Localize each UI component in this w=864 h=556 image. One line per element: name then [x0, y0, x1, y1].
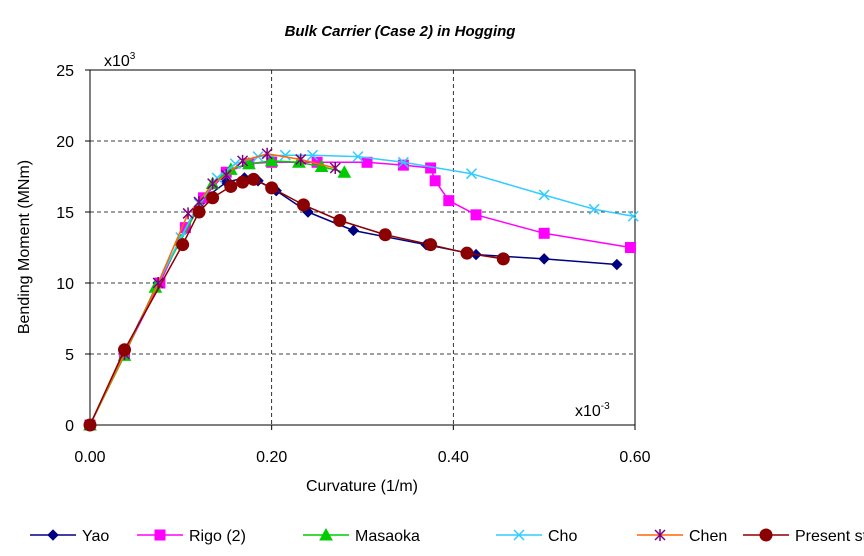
x-tick-label: 0.60	[619, 449, 650, 466]
series-line	[89, 154, 634, 426]
series-line	[89, 178, 504, 426]
x-axis-ticks: 0.00 0.20 0.40 0.60	[74, 425, 651, 466]
y-multiplier-exp: 3	[130, 51, 136, 62]
data-point	[429, 175, 441, 187]
legend-item: Present study	[743, 528, 864, 545]
data-point	[307, 149, 319, 161]
data-point	[295, 153, 307, 166]
data-point	[538, 189, 550, 201]
x-tick-label: 0.20	[256, 449, 287, 466]
y-multiplier-base: x10	[104, 53, 130, 70]
data-point	[265, 181, 279, 195]
data-point	[588, 203, 600, 215]
legend-label: Cho	[548, 528, 577, 545]
legend-marker	[154, 529, 166, 541]
y-multiplier-label: x103	[104, 51, 136, 70]
series-cho	[84, 149, 639, 431]
series-chen	[84, 147, 341, 431]
data-point	[337, 165, 352, 178]
chart-title: Bulk Carrier (Case 2) in Hogging	[285, 23, 516, 40]
data-point	[264, 153, 279, 167]
data-point	[261, 147, 273, 160]
y-tick-label: 0	[65, 418, 74, 435]
data-point	[397, 159, 409, 171]
legend-label: Masaoka	[355, 528, 420, 545]
legend-label: Yao	[82, 528, 109, 545]
y-axis-label: Bending Moment (MNm)	[16, 160, 33, 334]
x-tick-label: 0.00	[74, 449, 105, 466]
data-point	[347, 224, 360, 237]
data-point	[624, 242, 636, 253]
data-point	[229, 158, 241, 170]
data-point	[296, 198, 310, 212]
data-point	[538, 227, 550, 239]
data-point	[460, 246, 474, 260]
legend-label: Chen	[689, 528, 727, 545]
data-point	[152, 277, 164, 289]
y-tick-label: 25	[56, 63, 74, 80]
data-point	[496, 252, 510, 266]
data-point	[237, 154, 249, 167]
data-point	[333, 214, 347, 228]
plot-area	[89, 69, 636, 426]
series-layer	[83, 147, 639, 432]
data-point	[443, 195, 455, 207]
series-line	[89, 177, 617, 426]
data-point	[397, 156, 409, 168]
legend-item: Chen	[637, 528, 727, 545]
data-point	[627, 210, 639, 222]
y-tick-label: 20	[56, 134, 74, 151]
data-point	[220, 169, 232, 182]
data-point	[207, 177, 219, 190]
legend-item: Rigo (2)	[137, 528, 246, 545]
data-point	[176, 238, 190, 252]
x-axis-label: Curvature (1/m)	[306, 478, 418, 495]
data-point	[247, 172, 260, 186]
legend: Yao Rigo (2) Masaoka Cho Chen Present study	[30, 527, 864, 545]
data-point	[378, 228, 392, 242]
gridlines	[90, 70, 635, 425]
x-multiplier-label: x10-3	[575, 401, 610, 420]
data-point	[329, 161, 341, 174]
legend-item: Yao	[30, 528, 109, 545]
data-point	[224, 179, 238, 193]
data-point	[538, 253, 550, 265]
legend-marker	[759, 528, 773, 542]
y-axis-ticks: 0 5 10 15 20 25	[56, 63, 90, 435]
legend-item: Cho	[496, 528, 577, 545]
data-point	[211, 172, 223, 184]
data-point	[83, 418, 97, 432]
x-multiplier-exp: -3	[601, 401, 610, 412]
data-point	[279, 149, 291, 161]
legend-marker	[513, 529, 525, 541]
legend-label: Rigo (2)	[189, 528, 246, 545]
y-tick-label: 10	[56, 276, 74, 293]
data-point	[424, 238, 438, 252]
legend-label: Present study	[795, 528, 864, 545]
data-point	[192, 205, 206, 219]
data-point	[236, 175, 250, 189]
series-yao	[84, 172, 623, 431]
y-tick-label: 15	[56, 205, 74, 222]
data-point	[470, 209, 482, 221]
series-line	[89, 161, 631, 426]
series-present-study	[83, 172, 510, 432]
data-point	[611, 258, 623, 271]
legend-marker	[654, 529, 666, 541]
data-point	[465, 168, 478, 180]
x-multiplier-base: x10	[575, 403, 601, 420]
legend-marker	[319, 527, 333, 541]
data-point	[352, 151, 364, 163]
legend-marker	[47, 529, 59, 541]
legend-item: Masaoka	[303, 527, 420, 545]
data-point	[206, 191, 220, 205]
x-tick-label: 0.40	[438, 449, 469, 466]
data-point	[182, 207, 194, 220]
y-tick-label: 5	[65, 347, 74, 364]
data-point	[118, 343, 132, 357]
